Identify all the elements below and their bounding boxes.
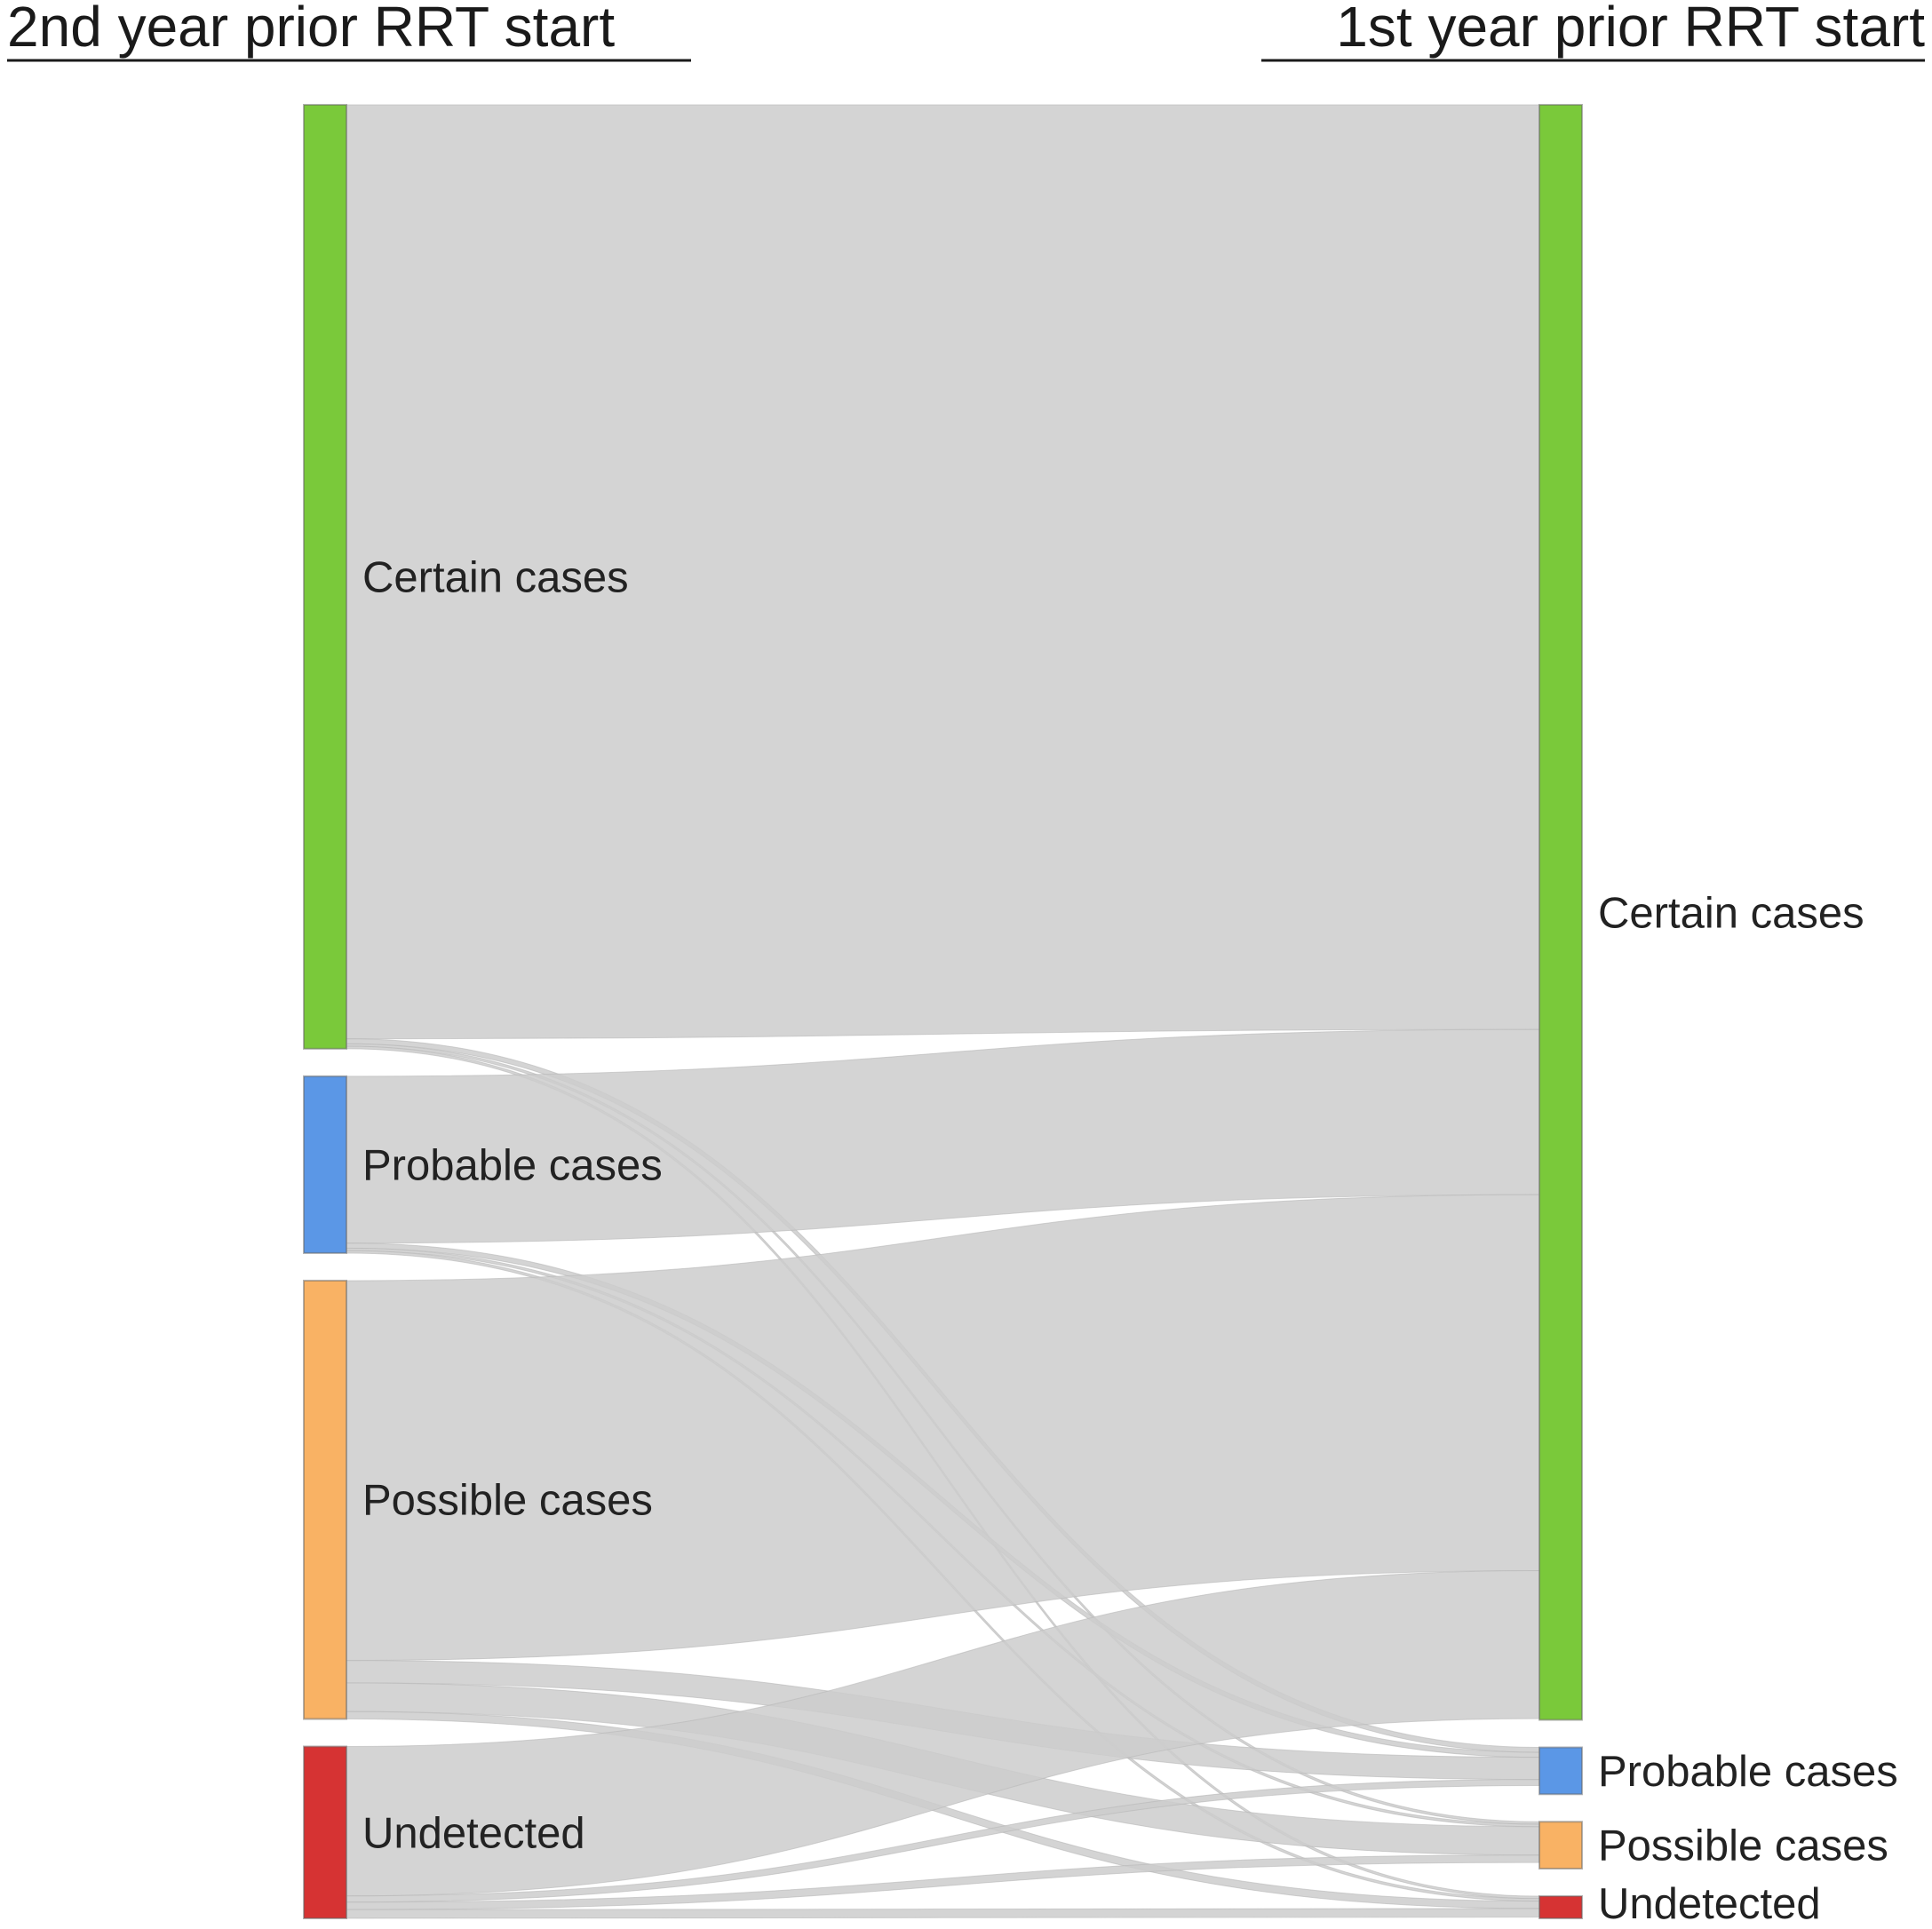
links-group — [346, 104, 1540, 1919]
right-node-undetected — [1538, 1895, 1583, 1920]
left-label-certain: Certain cases — [362, 553, 629, 601]
left-column-title: 2nd year prior RRT start — [7, 0, 615, 59]
left-label-undetected: Undetected — [362, 1809, 585, 1857]
left-label-probable: Probable cases — [362, 1141, 663, 1189]
labels-group: Certain cases Probable cases Possible case… — [362, 553, 1898, 1928]
right-column-title: 1st year prior RRT start — [1336, 0, 1925, 59]
left-node-certain — [303, 104, 347, 1050]
right-label-possible: Possible cases — [1598, 1822, 1888, 1870]
right-node-certain — [1538, 104, 1583, 1721]
sankey-link-l_undetected-to-r_undetected — [346, 1908, 1540, 1919]
right-node-possible — [1538, 1821, 1583, 1870]
nodes-group — [303, 104, 1583, 1920]
left-node-probable — [303, 1075, 347, 1254]
right-label-certain: Certain cases — [1598, 889, 1864, 937]
right-label-undetected: Undetected — [1598, 1880, 1821, 1928]
left-node-possible — [303, 1279, 347, 1720]
left-node-undetected — [303, 1745, 347, 1920]
left-label-possible: Possible cases — [362, 1477, 653, 1525]
right-node-probable — [1538, 1746, 1583, 1796]
right-label-probable: Probable cases — [1598, 1748, 1898, 1796]
